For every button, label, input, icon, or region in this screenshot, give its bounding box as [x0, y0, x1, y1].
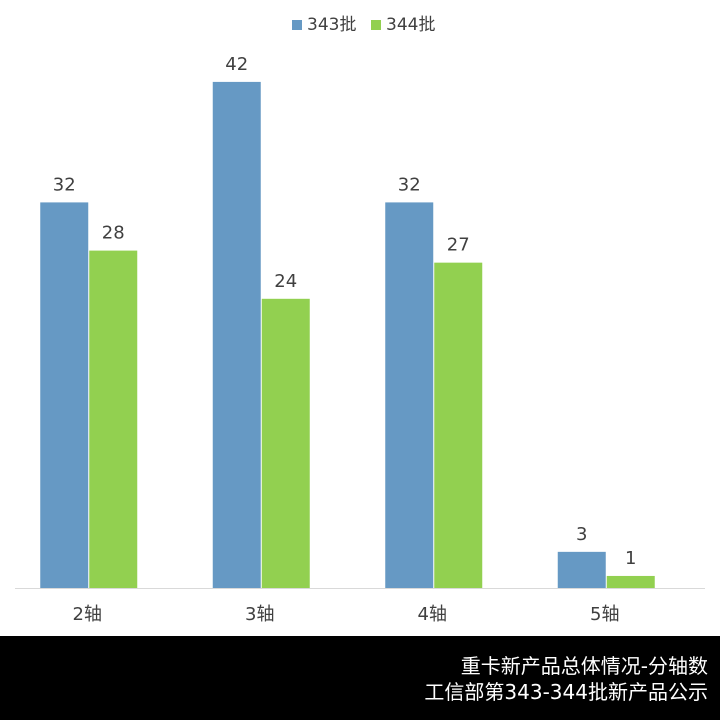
bars: 32 28 42 24 32 27 3 1	[40, 54, 655, 589]
bar-2-1	[89, 250, 138, 588]
footer-title: 重卡新产品总体情况-分轴数	[460, 654, 708, 678]
data-label-1-1: 32	[53, 174, 76, 195]
footer-banner: 重卡新产品总体情况-分轴数 工信部第343-344批新产品公示	[0, 636, 720, 720]
data-label-2-3: 27	[447, 235, 470, 256]
data-label-1-2: 42	[225, 54, 248, 75]
bar-2-2	[261, 298, 310, 588]
bar-1-4	[557, 551, 606, 588]
bar-2-3	[434, 262, 483, 588]
legend-label-1: 343批	[307, 15, 356, 35]
bar-1-1	[40, 202, 89, 588]
chart-area: 343批 344批 32 28 42 24 32 27 3 1 2轴 3轴 4轴 5轴	[15, 15, 705, 625]
legend: 343批 344批	[292, 15, 435, 35]
legend-label-2: 344批	[386, 15, 435, 35]
x-tick-label-3: 4轴	[418, 604, 447, 625]
x-tick-label-2: 3轴	[245, 604, 274, 625]
bar-1-2	[212, 81, 261, 589]
data-label-1-3: 32	[398, 174, 421, 195]
data-label-2-4: 1	[625, 548, 636, 569]
footer-subtitle: 工信部第343-344批新产品公示	[424, 680, 708, 704]
data-label-1-4: 3	[576, 524, 587, 545]
x-axis-labels: 2轴 3轴 4轴 5轴	[73, 604, 620, 625]
data-label-2-2: 24	[274, 271, 297, 292]
x-tick-label-4: 5轴	[590, 604, 619, 625]
legend-swatch-1	[292, 20, 302, 30]
data-label-2-1: 28	[102, 223, 125, 244]
x-tick-label-1: 2轴	[73, 604, 102, 625]
bar-chart: 343批 344批 32 28 42 24 32 27 3 1 2轴 3轴 4轴 5轴	[15, 15, 705, 625]
bar-1-3	[385, 202, 434, 588]
legend-swatch-2	[371, 20, 381, 30]
bar-2-4	[606, 575, 655, 588]
